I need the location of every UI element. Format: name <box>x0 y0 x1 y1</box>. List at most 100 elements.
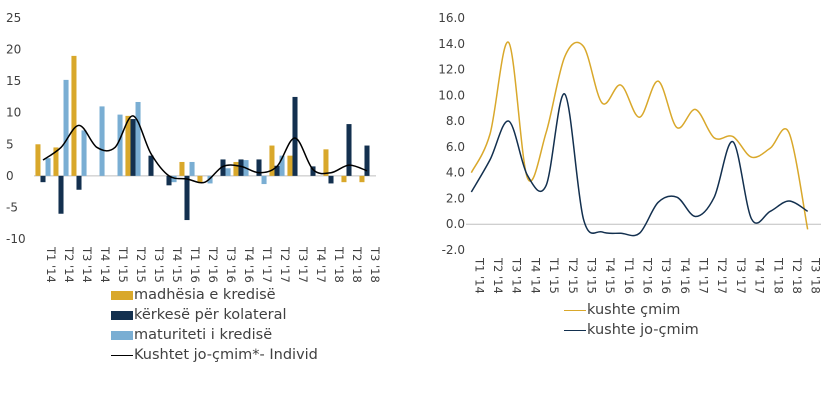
x-tick-label: T3 '18 <box>809 257 823 294</box>
legend-item: kushte çmim <box>564 300 699 320</box>
x-tick-label: T3 '18 <box>368 246 380 283</box>
legend-label: Kushtet jo-çmim*- Individ <box>134 347 318 363</box>
y-tick-label: 5 <box>6 137 14 151</box>
x-tick-label: T1 '18 <box>771 257 785 294</box>
bar <box>71 55 77 176</box>
x-tick-label: T4 '15 <box>170 246 184 283</box>
series-line <box>470 93 809 237</box>
bar <box>171 175 177 183</box>
x-tick-label: T2 '14 <box>62 246 76 283</box>
bar <box>287 155 293 176</box>
bar <box>238 159 244 176</box>
bar <box>135 101 141 176</box>
legend-label: kërkesë për kolateral <box>134 307 287 323</box>
bar <box>310 166 316 176</box>
legend-swatch <box>564 329 586 331</box>
bar <box>256 159 262 176</box>
bar <box>341 175 347 183</box>
x-tick-label: T3 '15 <box>152 246 166 283</box>
bar <box>279 155 285 176</box>
bar <box>269 145 275 176</box>
y-tick-label: -10 <box>6 232 26 246</box>
bar <box>328 175 334 184</box>
x-tick-label: T3 '14 <box>80 246 94 283</box>
legend-swatch <box>111 330 133 340</box>
bar <box>81 130 87 176</box>
y-tick-label: 14.0 <box>438 37 465 51</box>
x-tick-label: T2 '18 <box>790 257 804 294</box>
bar <box>63 79 69 176</box>
y-tick-label: 6.0 <box>446 140 465 154</box>
y-tick-label: 8.0 <box>446 114 465 128</box>
bar <box>197 175 203 183</box>
y-tick-label: 16.0 <box>438 11 465 25</box>
series-line <box>470 41 809 230</box>
bar <box>35 144 41 176</box>
bar <box>359 175 365 183</box>
bar <box>292 96 298 176</box>
bar <box>125 115 131 176</box>
bar <box>45 158 51 176</box>
legend-item: kushte jo-çmim <box>564 320 699 340</box>
bar <box>99 106 105 176</box>
x-tick-label: T1 '14 <box>472 257 486 294</box>
bar <box>261 175 267 185</box>
y-tick-label: 10.0 <box>438 88 465 102</box>
legend-label: madhësia e kredisë <box>134 287 276 303</box>
x-tick-label: T1 '16 <box>188 246 202 283</box>
x-tick-label: T4 '17 <box>314 246 328 283</box>
legend-right: kushte çmim kushte jo-çmim <box>564 300 699 340</box>
bar <box>207 175 213 184</box>
bar <box>233 161 239 176</box>
x-tick-label: T1 '17 <box>260 246 274 283</box>
y-tick-label: 0.0 <box>446 217 465 231</box>
x-tick-label: T3 '14 <box>510 257 524 294</box>
legend-item: madhësia e kredisë <box>111 285 318 305</box>
x-tick-label: T2 '15 <box>566 257 580 294</box>
bar <box>220 159 226 176</box>
bar <box>274 165 280 176</box>
x-tick-label: T1 '14 <box>44 246 58 283</box>
bar <box>40 175 46 183</box>
bar <box>148 155 154 176</box>
x-tick-label: T4 '14 <box>528 257 542 294</box>
x-tick-label: T2 '14 <box>491 257 505 294</box>
legend-label: maturiteti i kredisë <box>134 327 273 343</box>
x-tick-label: T2 '17 <box>278 246 292 283</box>
y-tick-label: 20 <box>6 43 21 57</box>
bar <box>53 147 59 176</box>
bar <box>130 119 136 176</box>
x-tick-label: T2 '16 <box>206 246 220 283</box>
x-tick-label: T4 '15 <box>603 257 617 294</box>
legend-swatch <box>564 309 586 311</box>
x-tick-label: T1 '16 <box>622 257 636 294</box>
series-line <box>42 115 368 184</box>
x-tick-label: T1 '15 <box>116 246 130 283</box>
legend-item: Kushtet jo-çmim*- Individ <box>111 345 318 365</box>
x-tick-label: T3 '16 <box>224 246 238 283</box>
bar <box>117 114 123 176</box>
x-tick-label: T4 '16 <box>678 257 692 294</box>
bar <box>166 175 172 186</box>
x-tick-label: T2 '17 <box>715 257 729 294</box>
bar <box>184 175 190 221</box>
legend-swatch <box>111 310 133 320</box>
x-tick-label: T3 '17 <box>734 257 748 294</box>
x-tick-label: T3 '15 <box>584 257 598 294</box>
y-tick-label: 25 <box>6 11 21 25</box>
x-tick-label: T2 '16 <box>641 257 655 294</box>
legend-swatch <box>111 354 133 356</box>
x-tick-label: T4 '16 <box>242 246 256 283</box>
bar <box>323 149 329 176</box>
legend-swatch <box>111 290 133 300</box>
bar <box>225 168 231 176</box>
x-tick-label: T2 '15 <box>134 246 148 283</box>
legend-item: maturiteti i kredisë <box>111 325 318 345</box>
x-tick-label: T1 '18 <box>332 246 346 283</box>
y-tick-label: -2.0 <box>442 243 465 257</box>
y-tick-label: 12.0 <box>438 63 465 77</box>
bar <box>76 175 82 190</box>
legend-left: madhësia e kredisë kërkesë për kolateral… <box>111 285 318 365</box>
legend-label: kushte jo-çmim <box>587 322 699 338</box>
